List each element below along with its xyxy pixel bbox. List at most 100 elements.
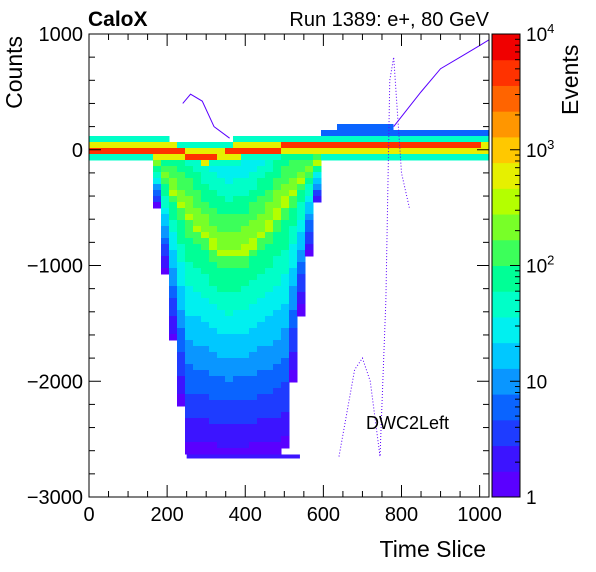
heatmap-cell (321, 142, 330, 149)
heatmap-cell (265, 136, 274, 143)
heatmap-cell (233, 370, 242, 377)
heatmap-cell (265, 166, 274, 173)
heatmap-cell (441, 130, 450, 137)
heatmap-cell (153, 172, 162, 179)
heatmap-cell (281, 292, 290, 299)
heatmap-cell (193, 244, 202, 251)
heatmap-cell (257, 370, 266, 377)
heatmap-cell (281, 208, 290, 215)
heatmap-cell (289, 322, 298, 329)
heatmap-cell (201, 172, 210, 179)
heatmap-cell (225, 352, 234, 359)
heatmap-cell (289, 274, 298, 281)
heatmap-cell (241, 202, 250, 209)
heatmap-cell (209, 406, 218, 413)
heatmap-cell (385, 142, 394, 149)
heatmap-cell (249, 394, 258, 401)
heatmap-cell (289, 226, 298, 233)
heatmap-cell (217, 190, 226, 197)
heatmap-cell (289, 334, 298, 341)
heatmap-cell (169, 322, 178, 329)
heatmap-cell (297, 304, 306, 311)
heatmap-cell (225, 298, 234, 305)
heatmap-cell (217, 304, 226, 311)
heatmap-cell (169, 166, 178, 173)
heatmap-cell (361, 154, 370, 161)
heatmap-cell (385, 148, 394, 155)
heatmap-cell (217, 334, 226, 341)
heatmap-cell (337, 136, 346, 143)
heatmap-cell (241, 430, 250, 437)
heatmap-cell (257, 412, 266, 419)
heatmap-cell (409, 130, 418, 137)
heatmap-cell (193, 340, 202, 347)
heatmap-cell (233, 292, 242, 299)
heatmap-cell (201, 388, 210, 395)
heatmap-cell (97, 154, 106, 161)
heatmap-cell (193, 208, 202, 215)
heatmap-cell (289, 304, 298, 311)
heatmap-cell (233, 346, 242, 353)
palette-step (492, 85, 520, 112)
heatmap-cell (241, 256, 250, 263)
heatmap-cell (233, 202, 242, 209)
heatmap-cell (409, 142, 418, 149)
heatmap-cell (273, 424, 282, 431)
heatmap-cell (193, 226, 202, 233)
heatmap-cell (377, 130, 386, 137)
heatmap-cell (209, 304, 218, 311)
heatmap-cell (249, 244, 258, 251)
heatmap-cell (169, 172, 178, 179)
x-tick-label: 200 (150, 504, 183, 526)
heatmap-cell (177, 310, 186, 317)
heatmap-cell (233, 280, 242, 287)
heatmap-cell (249, 334, 258, 341)
heatmap-cell (201, 226, 210, 233)
heatmap-cell (361, 130, 370, 137)
heatmap-cell (233, 262, 242, 269)
heatmap-cell (209, 256, 218, 263)
heatmap-cell (265, 388, 274, 395)
heatmap-cell (185, 250, 194, 257)
heatmap-cell (217, 310, 226, 317)
heatmap-cell (209, 262, 218, 269)
heatmap-cell (169, 154, 178, 161)
heatmap-cell (281, 220, 290, 227)
heatmap-cell (361, 148, 370, 155)
heatmap-cell (185, 442, 194, 449)
heatmap-cell (129, 148, 138, 155)
heatmap-cell (273, 400, 282, 407)
heatmap-cell (265, 286, 274, 293)
heatmap-cell (377, 142, 386, 149)
heatmap-cell (177, 232, 186, 239)
heatmap-cell (249, 256, 258, 263)
heatmap-cell (177, 184, 186, 191)
heatmap-cell (209, 292, 218, 299)
heatmap-cell (305, 178, 314, 185)
heatmap-cell (241, 424, 250, 431)
heatmap-cell (193, 394, 202, 401)
plot-area (89, 39, 489, 459)
heatmap-cell (241, 418, 250, 425)
heatmap-cell (305, 142, 314, 149)
heatmap-cell (177, 166, 186, 173)
heatmap-cell (209, 214, 218, 221)
heatmap-cell (225, 208, 234, 215)
heatmap-cell (273, 298, 282, 305)
heatmap-cell (273, 328, 282, 335)
heatmap-cell (177, 340, 186, 347)
heatmap-cell (185, 280, 194, 287)
heatmap-cell (225, 322, 234, 329)
x-tick-label: 0 (83, 504, 94, 526)
heatmap-cell (273, 376, 282, 383)
heatmap-cell (201, 340, 210, 347)
heatmap-cell (209, 220, 218, 227)
heatmap-cell (449, 130, 458, 137)
heatmap-cell (209, 382, 218, 389)
heatmap-cell (225, 406, 234, 413)
heatmap-cell (185, 244, 194, 251)
heatmap-cell (233, 364, 242, 371)
heatmap-cell (169, 316, 178, 323)
heatmap-cell (209, 424, 218, 431)
heatmap-cell (185, 424, 194, 431)
